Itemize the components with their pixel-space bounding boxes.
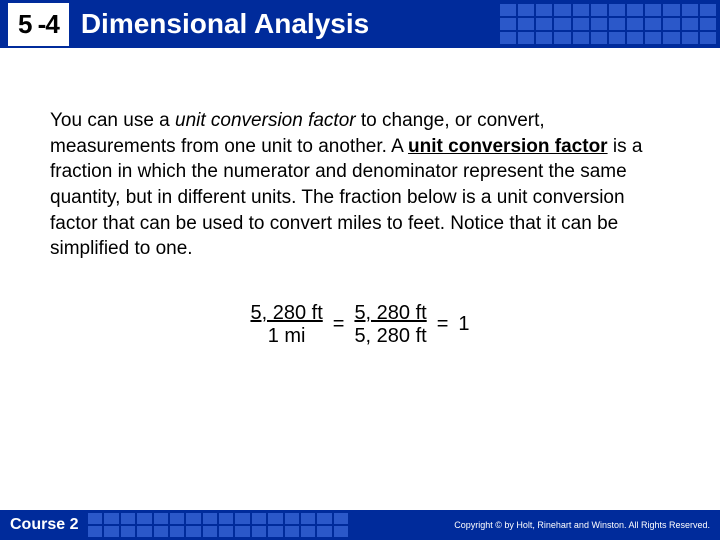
fraction-1: 5, 280 ft 1 mi xyxy=(250,302,322,348)
fraction-1-numerator: 5, 280 ft xyxy=(250,302,322,325)
body-paragraph: You can use a unit conversion factor to … xyxy=(50,108,670,262)
fraction-2-numerator: 5, 280 ft xyxy=(354,302,426,325)
equals-1: = xyxy=(333,313,345,336)
slide-header: 5 -4 Dimensional Analysis xyxy=(0,0,720,48)
slide-footer: Course 2 Copyright © by Holt, Rinehart a… xyxy=(0,510,720,540)
body-italic-term: unit conversion factor xyxy=(175,110,356,131)
equation-result: 1 xyxy=(458,313,469,336)
fraction-1-denominator: 1 mi xyxy=(268,325,306,348)
equals-2: = xyxy=(437,313,449,336)
footer-grid-decoration xyxy=(88,510,348,540)
equation-block: 5, 280 ft 1 mi = 5, 280 ft 5, 280 ft = 1 xyxy=(50,302,670,348)
lesson-title: Dimensional Analysis xyxy=(81,8,369,40)
body-bold-term: unit conversion factor xyxy=(408,136,608,157)
header-grid-decoration xyxy=(500,0,720,48)
lesson-number-badge: 5 -4 xyxy=(8,3,69,46)
fraction-2-denominator: 5, 280 ft xyxy=(354,325,426,348)
course-label: Course 2 xyxy=(10,516,78,534)
fraction-2: 5, 280 ft 5, 280 ft xyxy=(354,302,426,348)
body-text-1: You can use a xyxy=(50,110,175,131)
copyright-text: Copyright © by Holt, Rinehart and Winsto… xyxy=(454,520,710,530)
equation-row: 5, 280 ft 1 mi = 5, 280 ft 5, 280 ft = 1 xyxy=(250,302,469,348)
slide-body: You can use a unit conversion factor to … xyxy=(0,48,720,368)
